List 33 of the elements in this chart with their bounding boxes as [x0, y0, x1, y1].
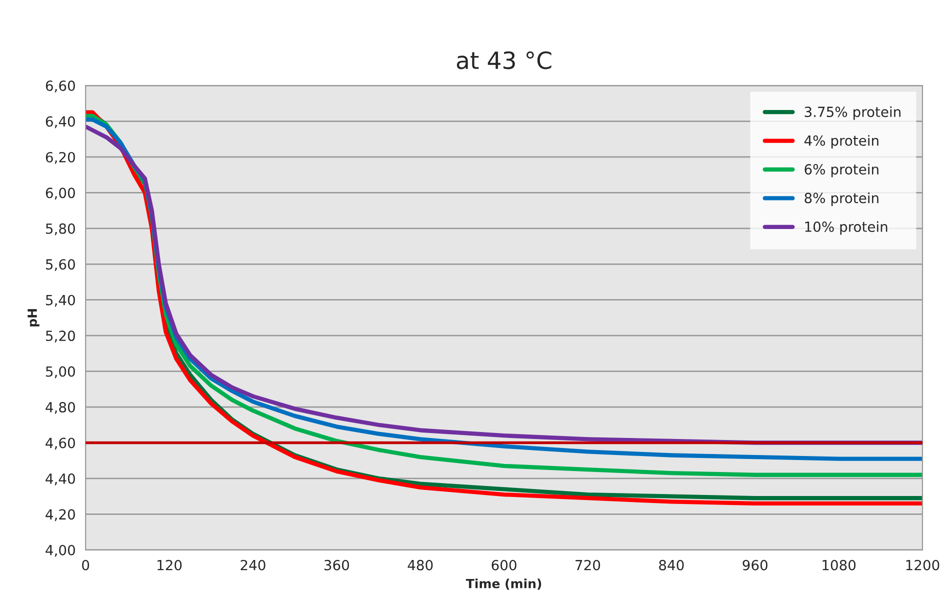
y-tick-label: 4,20 — [46, 509, 75, 522]
x-tick-label: 600 — [492, 560, 516, 570]
x-tick-label: 960 — [742, 560, 768, 570]
y-tick-label: 5,20 — [46, 330, 75, 342]
legend-label: 4% protein — [804, 135, 878, 149]
y-tick-label: 5,00 — [46, 366, 75, 378]
x-tick-label: 360 — [324, 560, 349, 570]
x-tick-label: 0 — [82, 560, 90, 570]
y-tick-label: 5,60 — [46, 259, 75, 272]
y-tick-label: 6,60 — [46, 80, 75, 92]
y-tick-label: 4,80 — [46, 402, 75, 414]
legend-label: 10% protein — [805, 221, 888, 235]
y-tick-label: 5,80 — [46, 223, 75, 236]
y-tick-label: 6,00 — [46, 188, 75, 200]
legend-label: 8% protein — [804, 192, 878, 206]
y-tick-label: 4,40 — [46, 473, 75, 486]
x-tick-label: 480 — [408, 560, 433, 570]
y-axis-title: pH — [28, 309, 40, 326]
x-tick-label: 240 — [240, 560, 266, 570]
y-tick-label: 4,00 — [46, 544, 75, 557]
x-axis-title: Time (min) — [466, 578, 542, 590]
legend-label: 3.75% protein — [804, 106, 900, 120]
chart-title: at 43 °C — [456, 51, 552, 70]
y-tick-label: 5,40 — [46, 294, 75, 307]
x-tick-label: 840 — [659, 560, 684, 570]
y-tick-label: 6,40 — [46, 116, 75, 128]
x-tick-label: 1080 — [822, 560, 856, 570]
x-tick-label: 1200 — [906, 560, 940, 570]
x-tick-label: 120 — [158, 560, 182, 570]
x-tick-label: 720 — [576, 560, 600, 570]
legend-label: 6% protein — [804, 164, 878, 178]
y-tick-label: 4,60 — [46, 438, 75, 450]
y-tick-label: 6,20 — [46, 152, 75, 164]
